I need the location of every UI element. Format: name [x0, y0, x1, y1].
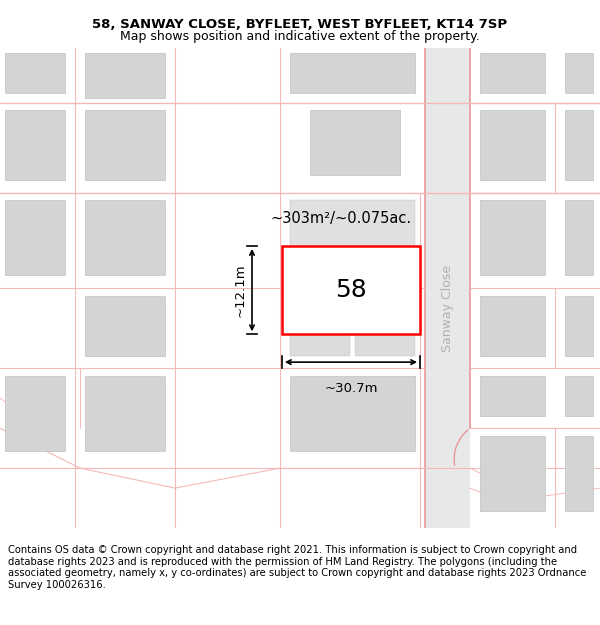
Bar	[565, 110, 593, 180]
Bar	[565, 200, 593, 275]
Bar	[480, 110, 545, 180]
Bar	[85, 200, 165, 275]
Bar	[290, 376, 415, 451]
Bar	[85, 53, 165, 98]
Bar	[565, 376, 593, 416]
Bar	[355, 296, 415, 356]
Bar	[85, 296, 165, 356]
Bar	[310, 110, 400, 175]
Text: Sanway Close: Sanway Close	[440, 264, 454, 352]
Bar	[565, 436, 593, 511]
Bar	[282, 246, 420, 334]
Bar	[5, 53, 65, 93]
Bar	[425, 48, 470, 528]
Bar	[290, 53, 415, 93]
Bar	[480, 296, 545, 356]
Text: ~30.7m: ~30.7m	[324, 382, 378, 395]
Bar	[5, 200, 65, 275]
Bar	[5, 110, 65, 180]
Text: 58: 58	[335, 278, 367, 302]
FancyArrowPatch shape	[454, 430, 468, 466]
Text: ~303m²/~0.075ac.: ~303m²/~0.075ac.	[271, 211, 412, 226]
Bar	[85, 376, 165, 451]
Text: Contains OS data © Crown copyright and database right 2021. This information is : Contains OS data © Crown copyright and d…	[8, 545, 586, 590]
Bar	[480, 200, 545, 275]
Text: Map shows position and indicative extent of the property.: Map shows position and indicative extent…	[120, 30, 480, 43]
Bar	[565, 53, 593, 93]
Bar	[85, 110, 165, 180]
Bar	[5, 376, 65, 451]
Bar	[290, 200, 415, 270]
Bar	[480, 376, 545, 416]
Bar	[480, 53, 545, 93]
Text: 58, SANWAY CLOSE, BYFLEET, WEST BYFLEET, KT14 7SP: 58, SANWAY CLOSE, BYFLEET, WEST BYFLEET,…	[92, 18, 508, 31]
Bar	[565, 296, 593, 356]
Bar	[290, 296, 350, 356]
Bar	[480, 436, 545, 511]
Text: ~12.1m: ~12.1m	[233, 263, 247, 317]
